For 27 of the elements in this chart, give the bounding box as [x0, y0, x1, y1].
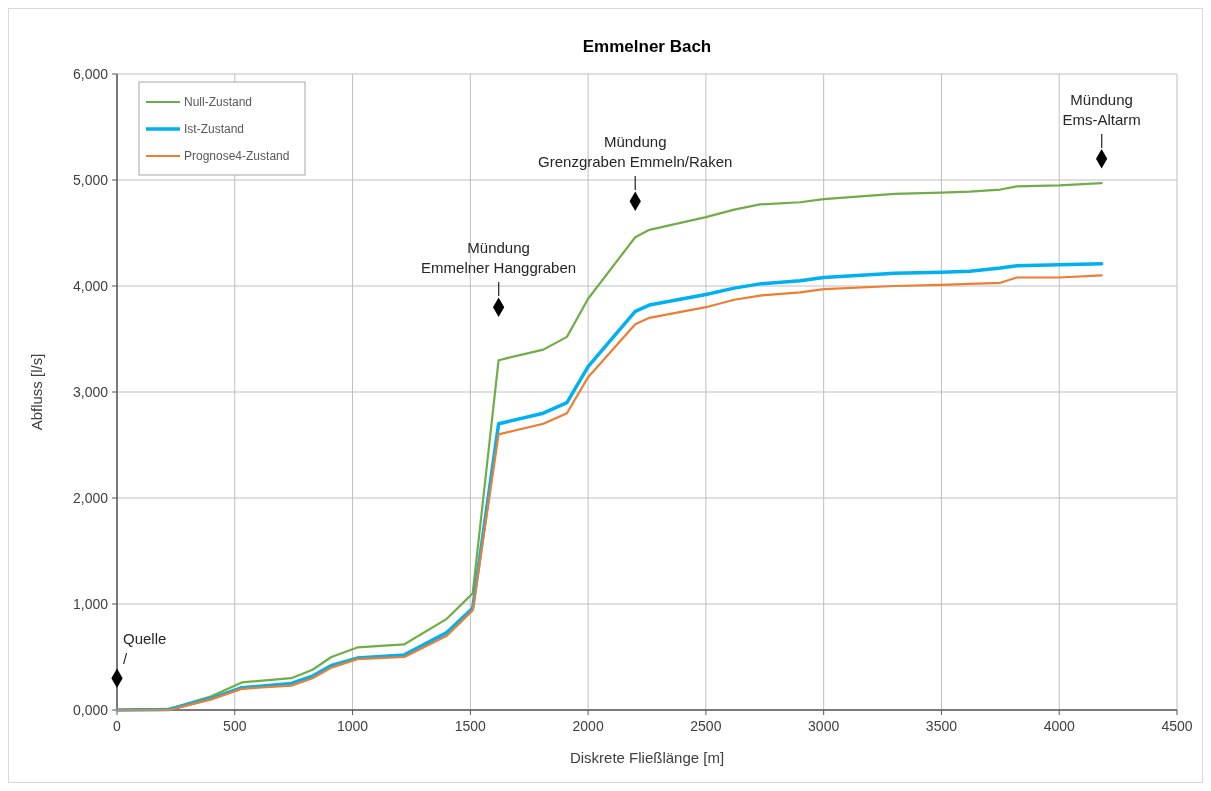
chart-title: Emmelner Bach	[582, 37, 712, 56]
annotation: Mündung Ems-Altarm |	[1062, 90, 1141, 148]
x-tick-label: 4000	[1043, 718, 1075, 734]
y-tick-label: 6,000	[72, 65, 109, 82]
y-tick-label: 5,000	[72, 171, 109, 188]
x-tick-label: 2000	[572, 718, 604, 734]
legend-label: Prognose4-Zustand	[184, 149, 290, 164]
x-tick-label: 1000	[336, 718, 369, 734]
x-tick-label: 4500	[1161, 718, 1193, 734]
y-tick-label: 0,000	[72, 701, 109, 718]
x-tick-label: 500	[223, 718, 247, 734]
y-tick-label: 4,000	[72, 277, 109, 294]
legend-label: Ist-Zustand	[184, 122, 245, 137]
x-tick-label: 0	[113, 718, 122, 734]
annotation: Mündung Grenzgraben Emmeln/Raken |	[538, 133, 733, 191]
y-tick-label: 3,000	[72, 383, 109, 400]
x-tick-label: 3500	[925, 718, 958, 734]
x-axis-title: Diskrete Fließlänge [m]	[569, 749, 725, 766]
y-tick-label: 2,000	[72, 489, 109, 506]
legend-label: Null-Zustand	[184, 95, 253, 110]
x-tick-label: 2500	[690, 718, 722, 734]
y-axis-title: Abfluss [l/s]	[28, 353, 45, 431]
y-tick-label: 1,000	[72, 595, 109, 612]
x-tick-label: 3000	[808, 718, 840, 734]
annotation: Quelle /	[123, 630, 167, 668]
annotation: Mündung Emmelner Hanggraben |	[421, 239, 577, 297]
x-tick-label: 1500	[454, 718, 487, 734]
